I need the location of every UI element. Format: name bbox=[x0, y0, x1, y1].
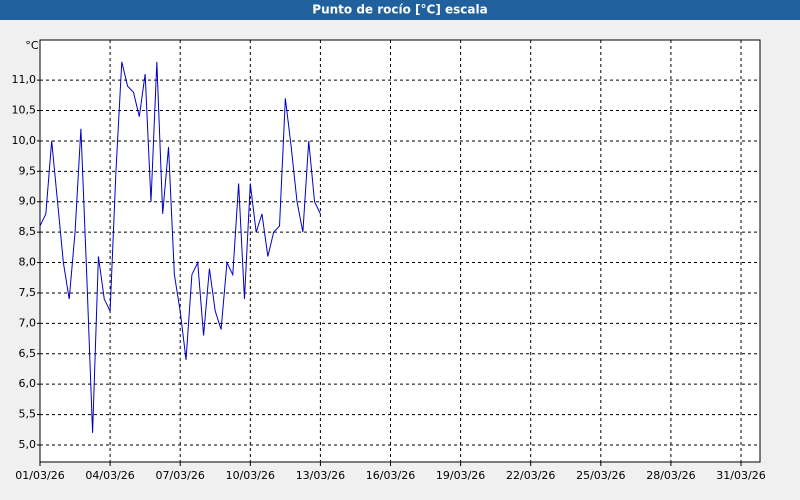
title-bar bbox=[0, 0, 800, 20]
plot-area bbox=[39, 39, 761, 463]
y-tick-label: 10,0 bbox=[12, 134, 37, 147]
chart-title: Punto de rocío [°C] escala bbox=[312, 3, 487, 17]
x-tick-label: 28/03/26 bbox=[646, 469, 695, 482]
x-tick-label: 07/03/26 bbox=[155, 469, 204, 482]
x-tick-label: 16/03/26 bbox=[366, 469, 415, 482]
y-tick-label: 10,5 bbox=[12, 104, 37, 117]
y-tick-label: 9,5 bbox=[19, 164, 37, 177]
y-tick-label: 7,0 bbox=[19, 316, 37, 329]
x-tick-label: 22/03/26 bbox=[506, 469, 555, 482]
y-tick-label: 8,0 bbox=[19, 256, 37, 269]
x-tick-label: 31/03/26 bbox=[716, 469, 765, 482]
x-tick-label: 25/03/26 bbox=[576, 469, 625, 482]
y-tick-label: 9,0 bbox=[19, 195, 37, 208]
y-tick-label: 8,5 bbox=[19, 225, 37, 238]
y-tick-label: 5,5 bbox=[19, 408, 37, 421]
data-line bbox=[39, 61, 321, 433]
x-tick-label: 19/03/26 bbox=[436, 469, 485, 482]
y-tick-label: 5,0 bbox=[19, 438, 37, 451]
y-tick-label: 7,5 bbox=[19, 286, 37, 299]
x-tick-label: 01/03/26 bbox=[15, 469, 64, 482]
y-tick-label: 6,5 bbox=[19, 347, 37, 360]
y-axis-unit: °C bbox=[25, 39, 39, 52]
x-tick-label: 13/03/26 bbox=[296, 469, 345, 482]
y-tick-label: 6,0 bbox=[19, 377, 37, 390]
x-tick-label: 04/03/26 bbox=[85, 469, 134, 482]
x-tick-label: 10/03/26 bbox=[226, 469, 275, 482]
y-tick-label: 11,0 bbox=[12, 73, 37, 86]
